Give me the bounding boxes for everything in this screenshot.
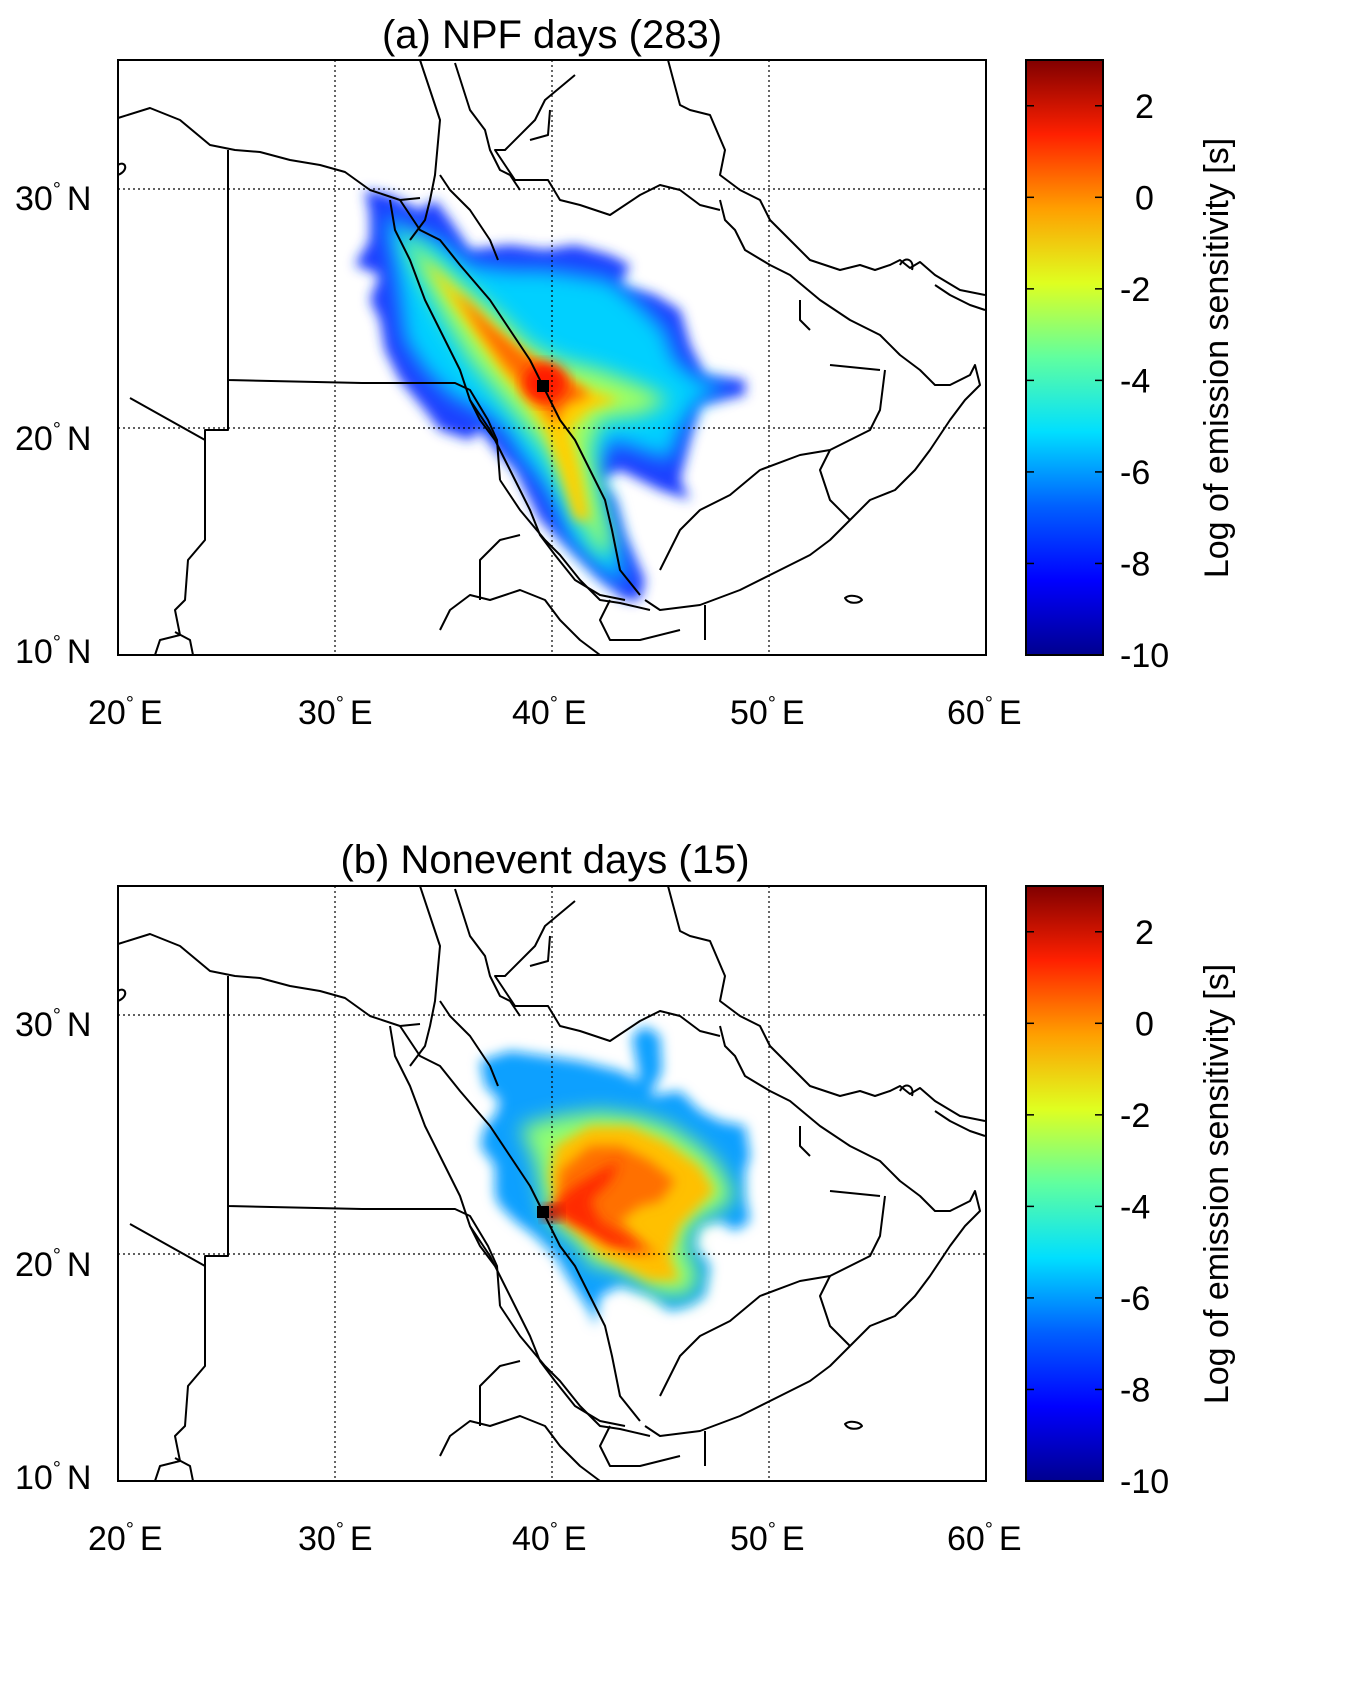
x-tick-label: 20° E	[88, 693, 163, 732]
colorbar-tick-label: -2	[1120, 271, 1150, 309]
colorbar-tick-label: -10	[1120, 1463, 1169, 1501]
y-tick-label: 10° N	[15, 632, 91, 671]
colorbar-label: Log of emission sensitivity [s]	[1198, 138, 1236, 578]
y-tick-label: 30° N	[15, 179, 91, 218]
panel-b-frame	[117, 885, 987, 1482]
colorbar-label: Log of emission sensitivity [s]	[1198, 964, 1236, 1404]
colorbar-tick-label: 2	[1135, 914, 1154, 952]
panel-a-y-axis: 30° N 20° N 10° N	[15, 179, 91, 671]
panel-a-frame	[117, 59, 987, 656]
x-tick-label: 20° E	[88, 1519, 163, 1558]
colorbar-ticks: 2 0 -2 -4 -6 -8 -10	[1026, 88, 1169, 675]
panel-a: (a) NPF days (283)	[15, 13, 1236, 732]
panel-a-map	[117, 59, 987, 656]
x-tick-label: 60° E	[947, 693, 1022, 732]
panel-a-plume	[355, 190, 745, 600]
panel-b-title: (b) Nonevent days (15)	[340, 838, 749, 882]
colorbar-tick-label: 2	[1135, 88, 1154, 126]
colorbar-ticks: 2 0 -2 -4 -6 -8 -10	[1026, 914, 1169, 1501]
colorbar-tick-label: -6	[1120, 1280, 1150, 1318]
colorbar-tick-label: 0	[1135, 1005, 1154, 1043]
panel-b-grid	[118, 886, 986, 1481]
panel-a-x-axis: 20° E 30° E 40° E 50° E 60° E	[88, 693, 1022, 732]
colorbar-tick-label: -8	[1120, 545, 1150, 583]
panel-b-y-axis: 30° N 20° N 10° N	[15, 1005, 91, 1497]
x-tick-label: 50° E	[730, 693, 805, 732]
panel-b-plume	[480, 1026, 750, 1326]
colorbar-tick-label: -8	[1120, 1371, 1150, 1409]
y-tick-label: 30° N	[15, 1005, 91, 1044]
colorbar-tick-label: -2	[1120, 1097, 1150, 1135]
panel-b-map	[117, 885, 987, 1482]
x-tick-label: 50° E	[730, 1519, 805, 1558]
colorbar-tick-label: 0	[1135, 179, 1154, 217]
panel-a-grid	[118, 60, 986, 655]
y-tick-label: 20° N	[15, 419, 91, 458]
x-tick-label: 60° E	[947, 1519, 1022, 1558]
x-tick-label: 30° E	[298, 1519, 373, 1558]
panel-b-site-marker	[537, 1206, 549, 1218]
x-tick-label: 30° E	[298, 693, 373, 732]
colorbar-tick-label: -10	[1120, 637, 1169, 675]
x-tick-label: 40° E	[512, 1519, 587, 1558]
panel-a-title: (a) NPF days (283)	[382, 13, 722, 57]
colorbar-ramp	[1025, 885, 1104, 1482]
colorbar-tick-label: -4	[1120, 1188, 1150, 1226]
colorbar-tick-label: -6	[1120, 454, 1150, 492]
colorbar-tick-label: -4	[1120, 362, 1150, 400]
x-tick-label: 40° E	[512, 693, 587, 732]
panel-b: (b) Nonevent days (15)	[15, 838, 1236, 1558]
panel-a-colorbar: 2 0 -2 -4 -6 -8 -10 Log of emission sensitivit…	[1025, 59, 1236, 675]
colorbar-ramp	[1025, 59, 1104, 656]
y-tick-label: 10° N	[15, 1458, 91, 1497]
panel-b-colorbar: 2 0 -2 -4 -6 -8 -10 Log of emission sensitivit…	[1025, 885, 1236, 1501]
y-tick-label: 20° N	[15, 1245, 91, 1284]
panel-a-site-marker	[537, 380, 549, 392]
panel-b-x-axis: 20° E 30° E 40° E 50° E 60° E	[88, 1519, 1022, 1558]
